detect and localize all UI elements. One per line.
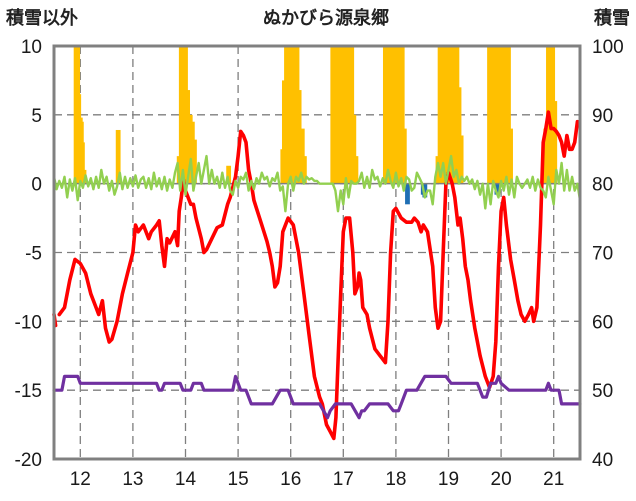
y-left-tick-label: 0 xyxy=(31,175,42,196)
bar xyxy=(399,46,405,184)
y-right-tick-label: 40 xyxy=(592,450,613,471)
y-left-tick-label: 5 xyxy=(31,106,42,127)
bar xyxy=(226,165,232,184)
bar xyxy=(506,46,511,184)
bar xyxy=(552,101,558,184)
bar-layer xyxy=(54,46,580,205)
x-tick-label: 13 xyxy=(122,469,143,490)
chart-title: ぬかびら源泉郷 xyxy=(263,7,389,28)
y-left-tick-label: 10 xyxy=(21,37,42,58)
y-left-tick-label: -5 xyxy=(25,244,42,265)
bar xyxy=(115,129,121,184)
bar xyxy=(296,90,302,184)
x-tick-label: 12 xyxy=(70,469,91,490)
x-tick-label: 16 xyxy=(280,469,301,490)
bar xyxy=(353,156,359,184)
bar xyxy=(185,90,191,184)
bar xyxy=(80,142,85,184)
bar xyxy=(494,183,500,195)
bar xyxy=(543,128,549,184)
wind-line xyxy=(52,154,582,213)
bar xyxy=(351,114,357,184)
left-axis-title: 積雪以外 xyxy=(5,7,78,28)
bar xyxy=(401,128,407,184)
x-tick-label: 18 xyxy=(385,469,406,490)
x-tick-label: 15 xyxy=(228,469,249,490)
x-tick-label: 17 xyxy=(333,469,354,490)
x-tick-label: 14 xyxy=(175,469,197,490)
y-right-tick-label: 60 xyxy=(592,312,613,333)
bar xyxy=(301,156,307,184)
bar xyxy=(81,169,87,184)
y-right-tick-label: 50 xyxy=(592,381,613,402)
x-tick-label: 20 xyxy=(491,469,512,490)
x-tick-label: 19 xyxy=(438,469,459,490)
y-right-tick-label: 80 xyxy=(592,175,613,196)
snow-depth-line xyxy=(52,374,582,420)
bar xyxy=(458,135,464,184)
bar xyxy=(508,128,513,184)
plot-frame xyxy=(52,44,582,461)
y-left-tick-label: -20 xyxy=(15,450,42,471)
y-right-tick-label: 90 xyxy=(592,106,613,127)
y-right-tick-label: 100 xyxy=(592,37,624,58)
y-right-tick-label: 70 xyxy=(592,244,613,265)
x-tick-label: 21 xyxy=(543,469,564,490)
y-left-tick-label: -10 xyxy=(15,312,42,333)
y-left-tick-label: -15 xyxy=(15,381,42,402)
bar xyxy=(405,183,410,205)
right-axis-title: 積雪 xyxy=(593,7,630,28)
bar xyxy=(422,183,428,198)
bar xyxy=(192,139,197,184)
